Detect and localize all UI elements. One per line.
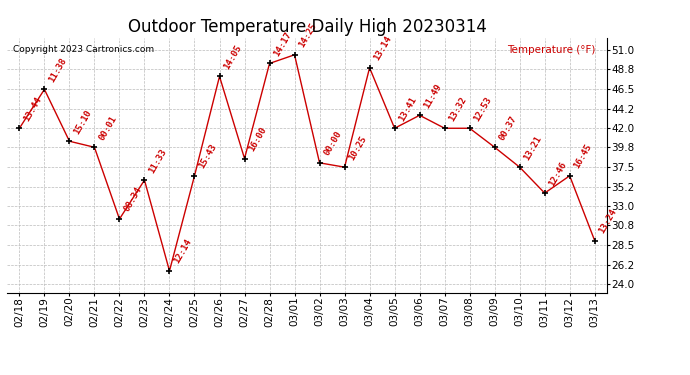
Text: 13:41: 13:41 — [397, 95, 419, 123]
Text: 13:44: 13:44 — [22, 95, 43, 123]
Text: 12:46: 12:46 — [547, 160, 569, 188]
Text: 11:49: 11:49 — [422, 82, 444, 110]
Text: 13:14: 13:14 — [373, 34, 393, 62]
Text: 11:38: 11:38 — [47, 56, 68, 84]
Text: 12:53: 12:53 — [473, 95, 493, 123]
Text: 15:43: 15:43 — [197, 142, 219, 170]
Text: 08:34: 08:34 — [122, 186, 144, 213]
Text: 00:37: 00:37 — [497, 114, 519, 142]
Text: 15:10: 15:10 — [72, 108, 93, 136]
Text: 14:17: 14:17 — [273, 30, 293, 58]
Text: Temperature (°F): Temperature (°F) — [507, 45, 595, 55]
Text: 13:24: 13:24 — [598, 207, 619, 235]
Text: 00:00: 00:00 — [322, 129, 344, 157]
Text: 16:00: 16:00 — [247, 125, 268, 153]
Text: 00:01: 00:01 — [97, 114, 119, 142]
Text: 10:25: 10:25 — [347, 134, 368, 162]
Text: 16:45: 16:45 — [573, 142, 593, 170]
Text: 11:33: 11:33 — [147, 147, 168, 175]
Title: Outdoor Temperature Daily High 20230314: Outdoor Temperature Daily High 20230314 — [128, 18, 486, 36]
Text: 14:05: 14:05 — [222, 43, 244, 71]
Text: 12:14: 12:14 — [172, 237, 193, 266]
Text: 14:25: 14:25 — [297, 21, 319, 49]
Text: 13:32: 13:32 — [447, 95, 469, 123]
Text: Copyright 2023 Cartronics.com: Copyright 2023 Cartronics.com — [13, 45, 154, 54]
Text: 13:21: 13:21 — [522, 134, 544, 162]
